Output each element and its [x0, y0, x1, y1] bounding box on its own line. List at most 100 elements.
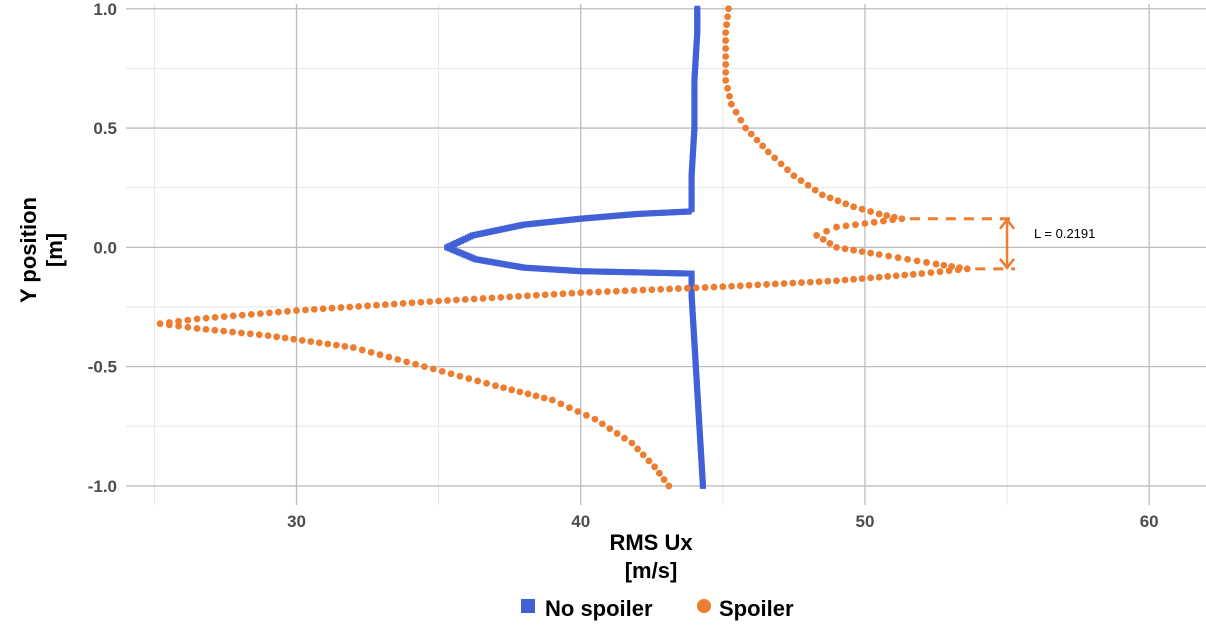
data-point-spoiler: [954, 266, 962, 274]
annotation-label: L = 0.2191: [1034, 226, 1095, 241]
data-point-spoiler: [880, 217, 887, 225]
data-point-spoiler: [754, 281, 762, 289]
data-point-spoiler: [639, 286, 647, 294]
data-point-spoiler: [390, 300, 398, 308]
data-point-spoiler: [725, 5, 732, 13]
data-point-spoiler: [790, 172, 798, 180]
data-point-spoiler: [373, 301, 380, 309]
data-point-spoiler: [722, 53, 730, 60]
data-point-spoiler: [165, 321, 173, 329]
data-point-spoiler: [675, 285, 682, 292]
data-point-spoiler: [193, 325, 201, 332]
data-point-spoiler: [819, 235, 827, 243]
data-point-spoiler: [826, 239, 834, 247]
data-point-spoiler: [875, 210, 883, 218]
x-axis-title-line2: [m/s]: [625, 558, 678, 583]
x-tick-label: 60: [1140, 512, 1159, 531]
data-point-spoiler: [660, 476, 668, 483]
data-point-spoiler: [367, 348, 375, 356]
data-point-spoiler: [220, 327, 228, 335]
data-point-spoiler: [264, 332, 272, 340]
data-point-spoiler: [229, 328, 236, 336]
data-point-spoiler: [298, 336, 306, 344]
data-point-spoiler: [603, 288, 611, 295]
data-point-spoiler: [639, 451, 647, 459]
data-point-spoiler: [870, 218, 878, 226]
data-point-spoiler: [666, 285, 673, 293]
data-point-spoiler: [797, 177, 805, 184]
data-point-spoiler: [723, 21, 731, 29]
data-point-spoiler: [273, 333, 281, 341]
data-point-spoiler: [606, 425, 614, 433]
data-point-spoiler: [923, 259, 930, 266]
data-point-spoiler: [657, 285, 665, 293]
data-point-spoiler: [412, 360, 419, 368]
data-point-spoiler: [508, 386, 516, 394]
data-point-spoiler: [355, 302, 363, 310]
y-axis-title: Y position [m]: [16, 197, 67, 303]
data-point-spoiler: [852, 221, 859, 229]
data-point-spoiler: [557, 400, 565, 408]
data-point-spoiler: [940, 261, 948, 269]
data-point-spoiler: [927, 269, 935, 277]
data-point-spoiler: [568, 289, 576, 297]
data-point-spoiler: [651, 463, 659, 471]
y-tick-label: 0.0: [93, 238, 117, 257]
data-point-spoiler: [175, 317, 182, 325]
data-point-spoiler: [184, 323, 192, 331]
x-tick-label: 30: [287, 512, 306, 531]
data-point-spoiler: [850, 203, 857, 211]
data-point-spoiler: [724, 13, 731, 21]
data-point-spoiler: [936, 268, 944, 276]
data-point-spoiler: [444, 297, 451, 304]
data-point-spoiler: [842, 222, 850, 230]
data-point-spoiler: [328, 304, 336, 312]
data-point-spoiler: [290, 335, 298, 343]
y-tick-label: -1.0: [88, 477, 117, 496]
data-point-spoiler: [710, 283, 718, 291]
data-point-spoiler: [452, 296, 460, 304]
data-point-spoiler: [488, 294, 496, 302]
data-point-spoiler: [238, 329, 245, 337]
data-point-spoiler: [598, 420, 606, 428]
data-point-spoiler: [858, 205, 866, 213]
data-point-spoiler: [284, 307, 291, 315]
data-point-spoiler: [202, 325, 210, 333]
data-point-spoiler: [281, 334, 289, 342]
data-point-spoiler: [728, 282, 735, 290]
data-point-spoiler: [726, 92, 733, 100]
data-point-spoiler: [417, 298, 425, 306]
data-point-spoiler: [332, 341, 340, 349]
data-point-spoiler: [630, 287, 638, 294]
data-point-spoiler: [497, 293, 505, 301]
data-point-spoiler: [884, 273, 892, 280]
data-point-spoiler: [904, 255, 911, 263]
data-point-spoiler: [722, 68, 730, 76]
y-axis-title-line1: Y position: [16, 197, 41, 303]
data-point-spoiler: [408, 299, 416, 307]
data-point-spoiler: [784, 166, 791, 174]
data-point-spoiler: [595, 288, 602, 296]
data-point-spoiler: [833, 243, 840, 251]
data-point-spoiler: [319, 305, 327, 313]
data-point-spoiler: [780, 280, 788, 287]
data-point-spoiler: [861, 220, 869, 227]
data-point-spoiler: [823, 227, 830, 235]
data-point-spoiler: [918, 270, 926, 277]
data-point-spoiler: [833, 277, 840, 285]
data-point-spoiler: [456, 372, 464, 380]
data-point-spoiler: [548, 396, 556, 404]
y-tick-label: -0.5: [88, 358, 117, 377]
legend-label-spoiler: Spoiler: [719, 596, 794, 621]
data-point-spoiler: [867, 274, 875, 282]
data-point-spoiler: [804, 181, 812, 189]
data-point-spoiler: [875, 273, 883, 281]
data-point-spoiler: [461, 296, 469, 303]
data-point-spoiler: [826, 194, 834, 202]
data-point-spoiler: [479, 295, 487, 302]
data-point-spoiler: [894, 254, 902, 262]
data-point-spoiler: [789, 279, 797, 287]
data-point-spoiler: [591, 415, 599, 423]
legend-swatch-spoiler: [697, 599, 711, 613]
data-point-spoiler: [256, 310, 264, 318]
